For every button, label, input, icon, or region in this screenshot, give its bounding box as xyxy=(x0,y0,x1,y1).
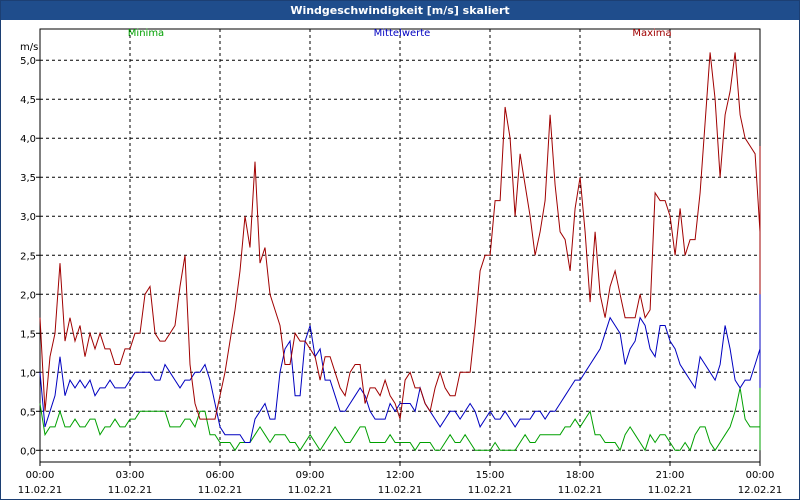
series-line-mittelwerte xyxy=(39,224,761,443)
x-tick-date: 11.02.21 xyxy=(378,485,423,496)
x-tick-time: 06:00 xyxy=(206,470,235,481)
x-tick-time: 03:00 xyxy=(116,470,145,481)
y-tick-label: 4,5 xyxy=(20,95,36,106)
y-tick-label: 1,5 xyxy=(20,329,36,340)
x-tick-time: 09:00 xyxy=(296,470,325,481)
x-tick-date: 11.02.21 xyxy=(648,485,693,496)
x-tick-date: 11.02.21 xyxy=(108,485,153,496)
x-tick-date: 12.02.21 xyxy=(738,485,783,496)
y-tick-label: 1,0 xyxy=(20,368,36,379)
y-tick-label: 2,0 xyxy=(20,290,36,301)
series-line-minima xyxy=(39,333,761,452)
x-tick-time: 18:00 xyxy=(566,470,595,481)
y-tick-label: 3,0 xyxy=(20,212,36,223)
y-axis-label: m/s xyxy=(20,42,38,53)
y-tick-label: 5,0 xyxy=(20,56,36,67)
legend-mittelwerte: Mittelwerte xyxy=(374,28,431,39)
x-tick-date: 11.02.21 xyxy=(198,485,243,496)
legend-minima: Minima xyxy=(128,28,164,39)
y-tick-label: 4,0 xyxy=(20,134,36,145)
x-tick-time: 00:00 xyxy=(26,470,55,481)
legend-maxima: Maxima xyxy=(632,28,671,39)
y-tick-label: 2,5 xyxy=(20,251,36,262)
x-tick-date: 11.02.21 xyxy=(558,485,603,496)
y-tick-label: 0,0 xyxy=(20,446,36,457)
x-tick-time: 15:00 xyxy=(476,470,505,481)
x-tick-time: 12:00 xyxy=(386,470,415,481)
chart-title: Windgeschwindigkeit [m/s] skaliert xyxy=(1,1,799,20)
y-tick-label: 0,5 xyxy=(20,407,36,418)
y-tick-label: 3,5 xyxy=(20,173,36,184)
x-tick-date: 11.02.21 xyxy=(288,485,333,496)
x-tick-time: 21:00 xyxy=(656,470,685,481)
x-tick-date: 11.02.21 xyxy=(468,485,513,496)
x-tick-date: 11.02.21 xyxy=(18,485,63,496)
series-line-maxima xyxy=(39,52,761,420)
x-tick-time: 00:00 xyxy=(746,470,775,481)
